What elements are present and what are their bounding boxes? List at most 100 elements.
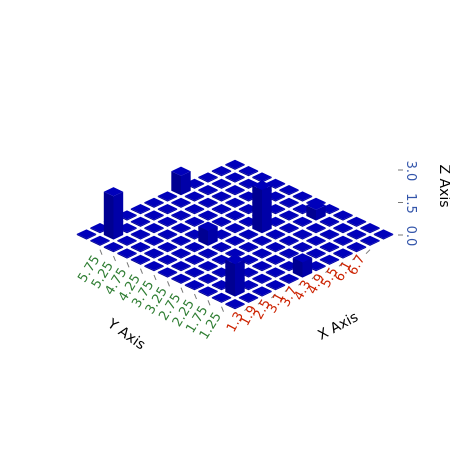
bar-left-face xyxy=(211,271,222,278)
bar-right-face xyxy=(181,202,191,208)
bar-right-face xyxy=(167,233,178,240)
bar-top-face xyxy=(279,248,299,258)
grid-cell xyxy=(211,204,232,215)
bar-right-face xyxy=(383,233,394,240)
bar-left-face xyxy=(252,252,262,259)
bar-top-face xyxy=(292,191,313,201)
bar-left-face xyxy=(238,170,249,177)
grid-cell xyxy=(346,216,367,227)
bar-right-face xyxy=(154,202,164,208)
bar-top-face xyxy=(144,197,164,207)
bar-left-face xyxy=(157,221,168,227)
bar-right-face xyxy=(302,195,313,202)
bar-right-face xyxy=(86,233,97,240)
bar-right-face xyxy=(329,233,340,240)
bar-left-face xyxy=(238,297,249,303)
bar-left-face xyxy=(211,297,222,303)
bar-right-face xyxy=(194,271,205,278)
bar-top-face xyxy=(306,235,326,245)
grid-cell xyxy=(225,185,245,196)
bar-left-face xyxy=(292,257,303,278)
bar-top-face xyxy=(184,267,205,277)
grid-cell xyxy=(360,223,380,234)
bar-left-face xyxy=(252,290,262,297)
grid-cell xyxy=(144,197,164,208)
bar-left-face xyxy=(198,176,208,183)
grid-cell xyxy=(279,210,299,221)
bar-top-face xyxy=(292,253,313,263)
bar-right-face xyxy=(262,290,272,297)
bar-top-face xyxy=(184,242,205,252)
bar-left-face xyxy=(184,284,195,291)
grid-cell xyxy=(157,254,178,265)
x-tick-mark xyxy=(338,261,344,267)
bar-top-face xyxy=(144,210,164,220)
bar-right-face xyxy=(329,246,340,253)
bar-top-face xyxy=(265,229,286,239)
bar-left-face xyxy=(238,221,249,227)
grid-cell xyxy=(103,242,124,253)
bar-left-face xyxy=(130,259,141,265)
bar-right-face xyxy=(140,233,151,240)
bar-top-face xyxy=(306,248,326,258)
bar-top-face xyxy=(90,235,110,245)
bar-left-face xyxy=(157,259,168,265)
bar-top-face xyxy=(225,223,245,233)
bar-top-face xyxy=(184,216,205,226)
bar-top-face xyxy=(198,172,218,182)
bar-right-face xyxy=(235,189,245,196)
bar-top-face xyxy=(279,223,299,233)
bar-top-face xyxy=(252,248,272,258)
bar-left-face xyxy=(265,271,276,278)
bar-top-face xyxy=(319,242,340,252)
bar-right-face xyxy=(140,259,151,265)
grid-cell xyxy=(225,210,245,221)
bar-top-face xyxy=(144,223,164,233)
grid-cell xyxy=(171,210,191,221)
bar-left-face xyxy=(144,227,154,234)
bar-left-face xyxy=(319,221,330,227)
bar-top-face xyxy=(144,261,164,271)
bar-right-face xyxy=(194,195,205,202)
bar-right-face xyxy=(289,227,299,234)
grid-cell xyxy=(333,235,353,246)
bar-right-face xyxy=(127,252,137,259)
bar-right-face xyxy=(343,227,353,234)
bar-left-face xyxy=(225,176,235,183)
bar-right-face xyxy=(194,246,205,253)
bar-left-face xyxy=(333,214,343,221)
z-axis-title: Z Axis xyxy=(436,164,450,207)
bar-left-face xyxy=(157,271,168,278)
grid-cell xyxy=(252,235,272,246)
grid-cell xyxy=(184,280,205,291)
bar-right-face xyxy=(329,221,340,227)
bar-top-face xyxy=(333,235,353,245)
bar-top-face xyxy=(225,185,245,195)
grid-cell xyxy=(211,178,232,189)
grid-cell xyxy=(157,267,178,278)
bar-left-face xyxy=(279,189,289,196)
grid-cell xyxy=(130,254,151,265)
y-tick-mark xyxy=(140,268,143,274)
grid-cell xyxy=(184,267,205,278)
grid-cell xyxy=(265,229,286,240)
bar-right-face xyxy=(248,271,259,278)
grid-cell xyxy=(157,229,178,240)
bar-top-face xyxy=(252,273,272,283)
bar-left-face xyxy=(211,259,222,265)
bar xyxy=(103,187,124,240)
bar-left-face xyxy=(144,214,154,221)
grid-cell xyxy=(117,248,137,259)
bar-top-face xyxy=(130,242,151,252)
bar-left-face xyxy=(238,233,249,240)
x-tick-mark xyxy=(365,249,371,255)
grid-cell xyxy=(279,223,299,234)
bar-top-face xyxy=(252,172,272,182)
bar-left-face xyxy=(198,202,208,208)
bar-right-face xyxy=(262,278,272,284)
bar-left-face xyxy=(346,221,357,227)
bar-top-face xyxy=(198,273,218,283)
bar-left-face xyxy=(225,214,235,221)
bar-right-face xyxy=(154,227,164,234)
bar-left-face xyxy=(306,252,316,259)
